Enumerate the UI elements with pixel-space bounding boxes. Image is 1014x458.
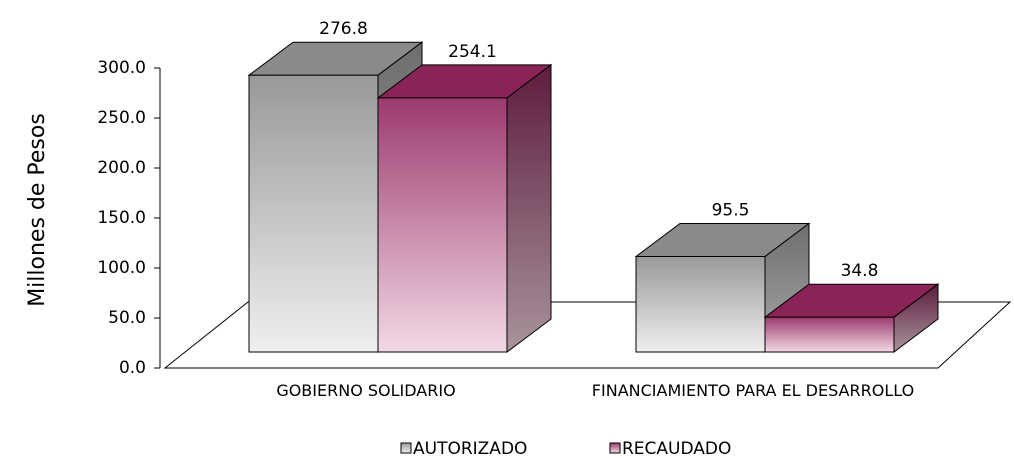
y-tick-label: 150.0 bbox=[97, 208, 146, 228]
value-label: 254.1 bbox=[448, 42, 497, 62]
y-tick-label: 50.0 bbox=[108, 308, 146, 328]
y-tick-label: 250.0 bbox=[97, 108, 146, 128]
bar-front bbox=[377, 97, 508, 353]
x-tick-label: FINANCIAMIENTO PARA EL DESARROLLO bbox=[591, 381, 915, 400]
bar-front bbox=[248, 74, 379, 353]
x-tick-label: GOBIERNO SOLIDARIO bbox=[276, 381, 456, 400]
bar-front bbox=[764, 316, 895, 353]
y-tick-label: 300.0 bbox=[97, 58, 146, 78]
legend-label: AUTORIZADO bbox=[413, 439, 527, 458]
y-tick-label: 200.0 bbox=[97, 158, 146, 178]
bar-side bbox=[506, 63, 552, 353]
value-label: 34.8 bbox=[841, 261, 879, 281]
y-axis-label: Millones de Pesos bbox=[25, 113, 50, 307]
y-tick-label: 0.0 bbox=[119, 358, 146, 378]
legend-swatch bbox=[400, 442, 412, 454]
bar-front bbox=[635, 256, 766, 353]
bar bbox=[376, 63, 553, 353]
bar bbox=[763, 283, 940, 353]
legend-swatch bbox=[609, 442, 621, 454]
value-label: 276.8 bbox=[319, 19, 368, 39]
y-tick-label: 100.0 bbox=[97, 258, 146, 278]
value-label: 95.5 bbox=[712, 201, 750, 221]
legend-label: RECAUDADO bbox=[622, 439, 731, 458]
